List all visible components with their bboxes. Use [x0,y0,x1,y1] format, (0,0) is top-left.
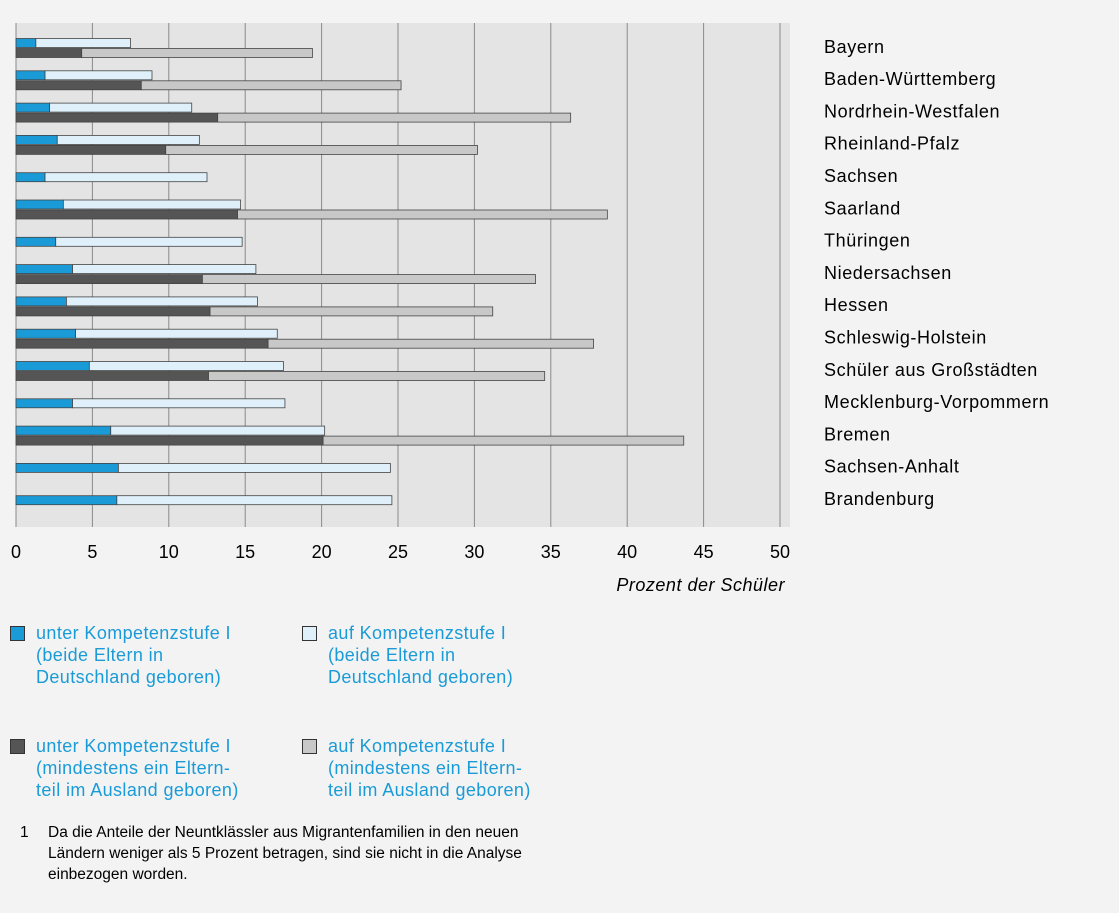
bar-segment [237,209,608,220]
x-tick-label: 5 [87,542,97,562]
bar-segment [117,462,391,473]
bar-segment [15,134,58,145]
legend-label: unter Kompetenzstufe I (mindestens ein E… [36,736,239,800]
bar-segment [62,199,242,210]
bar-segment [116,495,393,506]
legend-label: auf Kompetenzstufe I (mindestens ein Elt… [328,736,531,800]
x-tick-label: 10 [159,542,179,562]
bar-segment [15,462,119,473]
category-label: Bremen [824,424,891,444]
bar-segment [15,144,167,155]
legend-label: auf Kompetenzstufe I (beide Eltern in De… [328,623,514,687]
bar-segment [56,134,200,145]
bar-segment [15,296,67,307]
bar-segment [15,274,203,285]
bar-segment [75,328,278,339]
legend-label: unter Kompetenzstufe I (beide Eltern in … [36,623,231,687]
bar-segment [165,144,478,155]
bar-segment [15,264,73,275]
bar-segment [217,112,572,123]
bar-segment [35,38,131,48]
bar-segment [55,236,243,247]
x-axis-label: Prozent der Schüler [616,575,785,595]
bar-segment [15,398,73,409]
bar-segment [15,435,324,446]
category-label: Saarland [824,198,901,218]
category-label: Rheinland-Pfalz [824,134,960,154]
category-label: Sachsen-Anhalt [824,457,959,477]
category-label: Schüler aus Großstädten [824,360,1038,380]
bar-segment [202,274,536,285]
bar-segment [88,361,284,371]
bar-segment [15,38,37,48]
bar-segment [72,398,286,409]
bar-segment [15,199,64,210]
x-tick-label: 30 [464,542,484,562]
chart: Prozent der Schüler 0 5 10 15 20 25 30 35 40 45 50… [11,23,1049,595]
x-tick-label: 45 [694,542,714,562]
bar-segment [140,80,402,91]
legend-swatch [302,739,317,754]
category-label: Schleswig-Holstein [824,327,987,347]
category-label: Nordrhein-Westfalen [824,101,1000,121]
category-label: Brandenburg [824,489,935,509]
x-tick-label: 20 [312,542,332,562]
category-label: Sachsen [824,166,898,186]
x-tick-label: 50 [770,542,790,562]
category-label: Niedersachsen [824,263,952,283]
bar-segment [110,425,326,436]
x-tick-label: 35 [541,542,561,562]
bar-segment [15,80,142,91]
bar-segment [15,338,269,349]
bar-segment [44,172,208,183]
bar-segment [44,70,153,81]
bar-segment [15,48,83,58]
category-label: Baden-Württemberg [824,69,996,89]
bar-segment [49,102,193,113]
category-label: Hessen [824,295,889,315]
category-label: Thüringen [824,231,910,251]
category-label: Bayern [824,37,885,57]
bar-segment [15,495,118,506]
bar-segment [72,264,257,275]
bar-segment [322,435,685,446]
bar-segment [15,172,46,183]
bar-segment [267,338,594,349]
bar-segment [208,371,546,381]
footnote-marker: 1 [20,824,29,841]
x-tick-label: 25 [388,542,408,562]
x-tick-label: 15 [235,542,255,562]
bar-segment [15,425,112,436]
category-label: Mecklenburg-Vorpommern [824,392,1049,412]
bar-segment [15,361,90,371]
footnote-text: Da die Anteile der Neuntklässler aus Mig… [48,824,522,883]
legend-swatch [10,739,25,754]
bar-segment [66,296,258,307]
bar-segment [209,306,494,317]
bar-segment [15,112,219,123]
bar-segment [15,70,46,81]
x-tick-label: 40 [617,542,637,562]
legend-swatch [302,626,317,641]
bar-segment [15,209,238,220]
bar-segment [15,328,76,339]
x-tick-label: 0 [11,542,21,562]
bar-segment [15,306,211,317]
bar-segment [81,48,313,58]
bar-segment [15,371,209,381]
bar-segment [15,236,57,247]
legend-swatch [10,626,25,641]
bar-segment [15,102,51,113]
